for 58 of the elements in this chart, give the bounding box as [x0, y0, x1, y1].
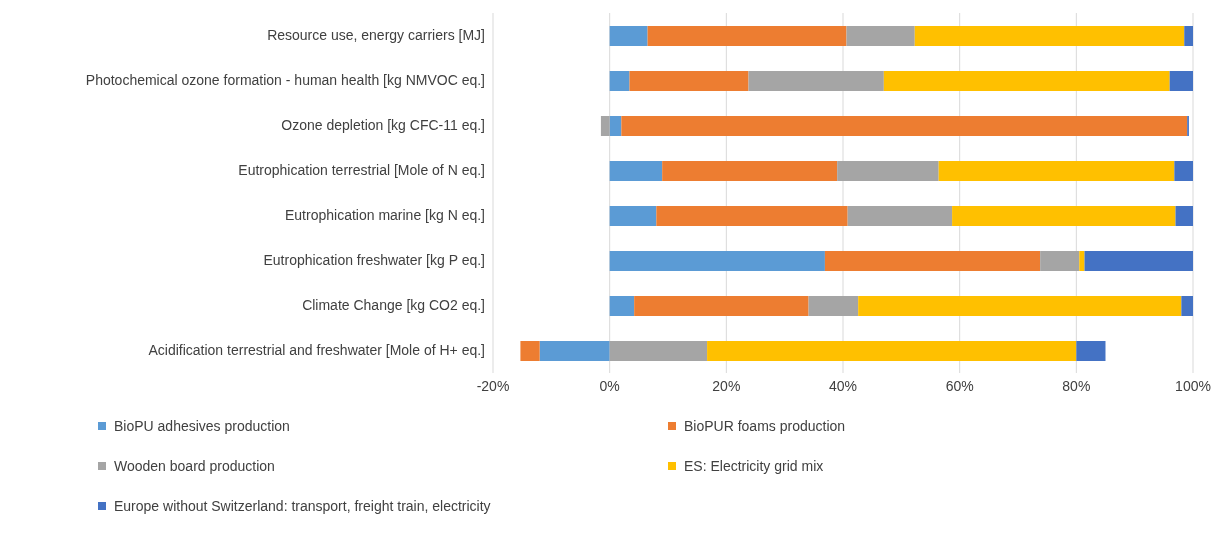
bar: [609, 296, 635, 316]
bar: [858, 296, 1182, 316]
bar: [1181, 296, 1193, 316]
y-tick-label: Eutrophication marine [kg N eq.]: [285, 207, 485, 224]
y-tick-label: Photochemical ozone formation - human health [kg NMVOC eq.]: [85, 72, 485, 89]
bar: [1076, 341, 1106, 361]
bar: [609, 206, 657, 226]
legend-label: ES: Electricity grid mix: [684, 458, 824, 474]
bar: [1079, 251, 1085, 271]
bar: [808, 296, 859, 316]
x-tick-label: 20%: [712, 377, 741, 394]
bar: [748, 71, 884, 91]
bar: [1169, 71, 1193, 91]
bar: [1084, 251, 1193, 271]
x-tick-label: 40%: [828, 377, 858, 394]
y-tick-label: Eutrophication freshwater [kg P eq.]: [263, 252, 485, 269]
y-tick-label: Eutrophication terrestrial [Mole of N eq.]: [238, 162, 485, 179]
bar: [1040, 251, 1080, 271]
bar: [609, 116, 622, 136]
y-tick-label: Acidification terrestrial and freshwater [Mole of H+ eq.]: [148, 342, 485, 359]
y-tick-label: Climate Change [kg CO2 eq.]: [302, 297, 485, 314]
bar: [609, 71, 630, 91]
bar: [707, 341, 1077, 361]
bar: [609, 26, 648, 46]
bar: [847, 206, 953, 226]
bar: [629, 71, 749, 91]
y-tick-label: Resource use, energy carriers [MJ]: [267, 27, 485, 44]
y-tick-label: Ozone depletion [kg CFC-11 eq.]: [281, 117, 485, 134]
bar: [938, 161, 1175, 181]
x-tick-label: 80%: [1062, 377, 1091, 394]
bar: [539, 341, 610, 361]
bar: [662, 161, 838, 181]
bar: [824, 251, 1041, 271]
bar: [1175, 206, 1193, 226]
bar: [609, 161, 663, 181]
x-tick-label: 60%: [945, 377, 974, 394]
x-tick-label: 100%: [1175, 377, 1211, 394]
bar: [1184, 26, 1193, 46]
bar: [609, 251, 825, 271]
bar: [952, 206, 1176, 226]
bar: [600, 116, 610, 136]
bar: [656, 206, 848, 226]
bar: [1174, 161, 1193, 181]
bar: [914, 26, 1185, 46]
bar: [634, 296, 809, 316]
bar: [846, 26, 915, 46]
x-tick-label: 0%: [599, 377, 620, 394]
bar: [520, 341, 540, 361]
legend-label: BioPU adhesives production: [114, 418, 290, 434]
legend-label: Wooden board production: [114, 458, 275, 474]
bar: [883, 71, 1170, 91]
legend-label: Europe without Switzerland: transport, freight train, electricity: [114, 498, 491, 514]
bar: [837, 161, 939, 181]
legend-label: BioPUR foams production: [684, 418, 846, 434]
x-tick-label: -20%: [476, 377, 510, 394]
bar: [609, 341, 708, 361]
bar: [647, 26, 847, 46]
bar: [621, 116, 1188, 136]
